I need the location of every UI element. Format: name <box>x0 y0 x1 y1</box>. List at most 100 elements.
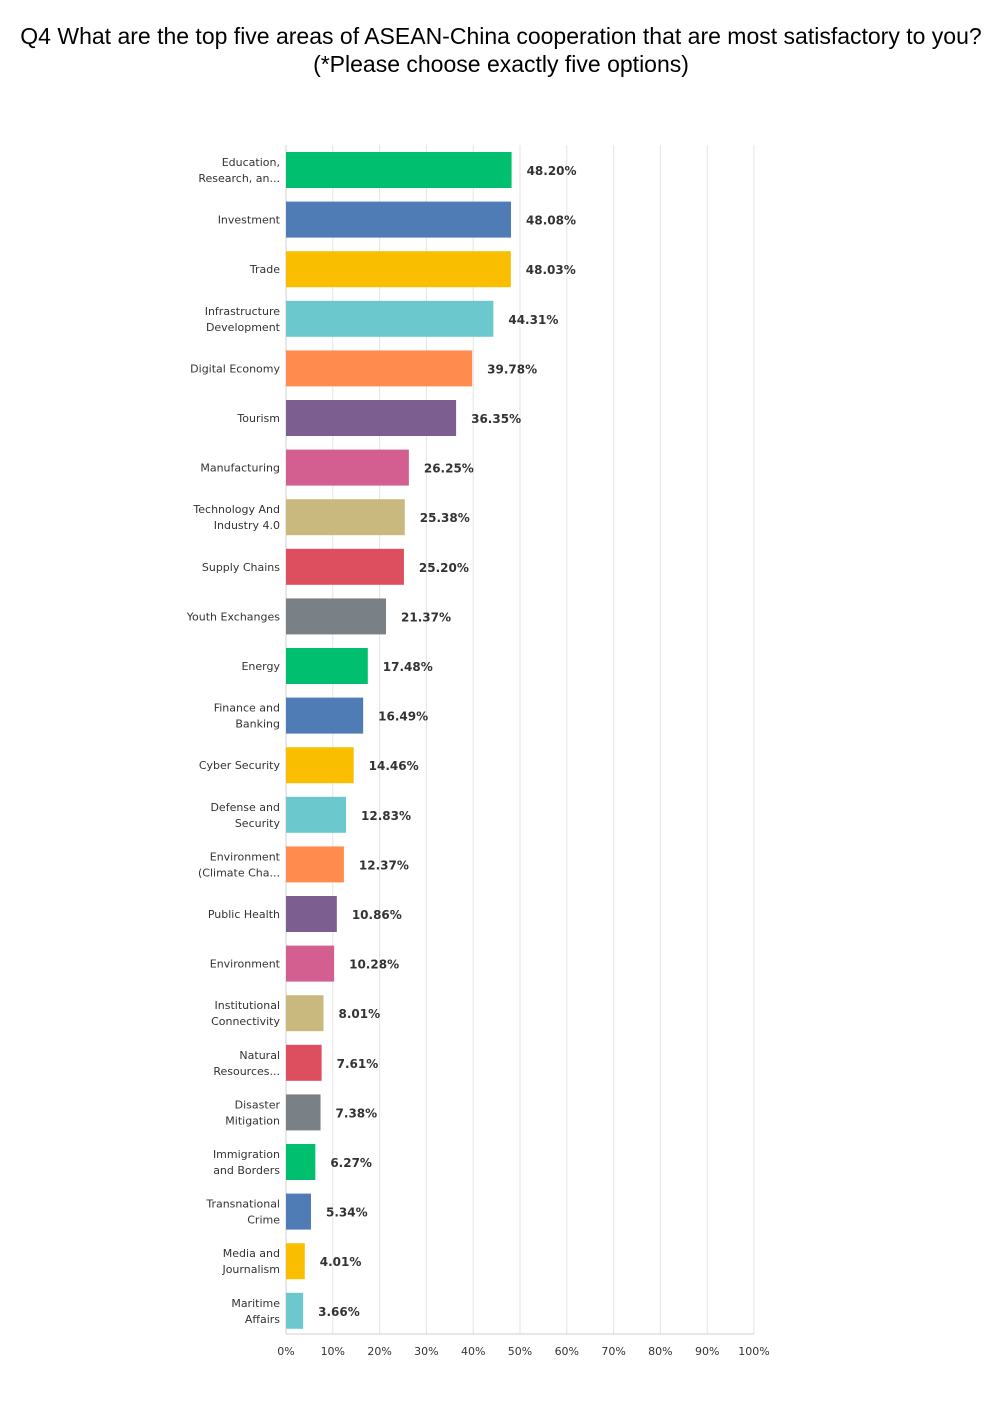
category-label-line: Mitigation <box>225 1114 280 1127</box>
bar <box>286 152 512 188</box>
data-label: 6.27% <box>330 1156 372 1170</box>
x-tick-label: 50% <box>508 1345 532 1358</box>
category-label: Tourism <box>236 412 280 425</box>
data-label: 16.49% <box>378 710 428 724</box>
category-label: Digital Economy <box>190 362 280 375</box>
category-label-line: Transnational <box>205 1198 280 1211</box>
category-label-line: Immigration <box>213 1148 280 1161</box>
data-label: 12.83% <box>361 809 411 823</box>
category-label: Technology And Industry 4.0 <box>192 503 280 532</box>
bar <box>286 400 457 436</box>
category-label-line: Defense and <box>210 801 280 814</box>
data-label: 21.37% <box>401 610 451 624</box>
category-label-line: Maritime <box>231 1297 280 1310</box>
category-label-line: Affairs <box>245 1313 280 1326</box>
category-label-line: Journalism <box>221 1263 280 1276</box>
category-label: Youth Exchanges <box>186 610 280 623</box>
category-label-line: Connectivity <box>211 1015 280 1028</box>
category-label-line: Manufacturing <box>200 462 280 475</box>
category-label: Investment <box>218 214 281 227</box>
data-label: 4.01% <box>320 1255 362 1269</box>
category-label: Supply Chains <box>202 561 280 574</box>
bar <box>286 1243 305 1280</box>
x-tick-label: 100% <box>738 1345 769 1358</box>
category-label-line: Tourism <box>236 412 280 425</box>
category-label-line: Crime <box>247 1214 280 1227</box>
bar <box>286 1044 322 1081</box>
category-label-line: Industry 4.0 <box>214 519 280 532</box>
category-label: Media and Journalism <box>221 1247 280 1276</box>
category-label-line: Resources... <box>213 1065 280 1078</box>
category-label-line: (Climate Cha... <box>198 866 280 879</box>
category-label-line: Research, an... <box>198 172 280 185</box>
x-tick-label: 30% <box>414 1345 438 1358</box>
bar <box>286 796 347 833</box>
data-label: 12.37% <box>359 858 409 872</box>
data-label: 48.03% <box>526 263 576 277</box>
bar <box>286 1193 311 1230</box>
bar <box>286 598 387 635</box>
category-label: Transnational Crime <box>205 1198 280 1227</box>
bar <box>286 747 354 784</box>
category-label-line: Public Health <box>208 908 280 921</box>
data-label: 17.48% <box>383 660 433 674</box>
x-tick-label: 40% <box>461 1345 485 1358</box>
x-tick-label: 10% <box>321 1345 345 1358</box>
category-label: Education, Research, an... <box>198 156 280 185</box>
category-label-line: Environment <box>210 958 281 971</box>
category-label-line: Banking <box>235 718 280 731</box>
data-label: 7.38% <box>336 1106 378 1120</box>
x-tick-label: 60% <box>555 1345 579 1358</box>
category-label-line: Environment <box>210 850 281 863</box>
bar <box>286 648 368 684</box>
chart-title: Q4 What are the top five areas of ASEAN-… <box>20 23 982 77</box>
category-label: Disaster Mitigation <box>225 1098 280 1127</box>
category-label-line: Disaster <box>235 1098 281 1111</box>
bar <box>286 1292 304 1329</box>
bar <box>286 1094 321 1131</box>
data-label: 25.38% <box>420 511 470 525</box>
category-label-line: and Borders <box>213 1164 280 1177</box>
category-label: Natural Resources... <box>213 1049 280 1078</box>
category-label-line: Technology And <box>192 503 280 516</box>
category-label-line: Media and <box>223 1247 280 1260</box>
bar <box>286 251 511 288</box>
data-label: 25.20% <box>419 561 469 575</box>
category-label-line: Infrastructure <box>205 305 281 318</box>
data-label: 36.35% <box>471 412 521 426</box>
bar <box>286 201 512 238</box>
data-label: 26.25% <box>424 462 474 476</box>
x-tick-label: 70% <box>601 1345 625 1358</box>
bar <box>286 846 344 883</box>
bar <box>286 300 494 337</box>
category-label: Environment (Climate Cha... <box>198 850 281 879</box>
category-label-line: Investment <box>218 214 281 227</box>
category-label: Infrastructure Development <box>205 305 281 334</box>
category-label-line: Energy <box>241 660 280 673</box>
bar <box>286 449 409 486</box>
category-label: Public Health <box>208 908 280 921</box>
category-label: Energy <box>241 660 280 673</box>
category-label: Environment <box>210 958 281 971</box>
category-label: Finance and Banking <box>214 702 280 731</box>
category-label-line: Supply Chains <box>202 561 280 574</box>
category-label: Maritime Affairs <box>231 1297 280 1326</box>
category-label: Trade <box>249 263 280 276</box>
data-label: 39.78% <box>487 362 537 376</box>
category-label-line: Education, <box>222 156 280 169</box>
category-label-line: Finance and <box>214 702 280 715</box>
bar <box>286 548 404 585</box>
data-label: 48.20% <box>527 164 577 178</box>
bar <box>286 896 337 932</box>
category-label-line: Digital Economy <box>190 362 280 375</box>
x-tick-label: 90% <box>695 1345 719 1358</box>
category-label-line: Development <box>206 321 281 334</box>
data-label: 14.46% <box>369 759 419 773</box>
x-tick-label: 0% <box>277 1345 294 1358</box>
data-label: 48.08% <box>526 214 576 228</box>
category-label-line: Natural <box>239 1049 280 1062</box>
category-label: Immigration and Borders <box>213 1148 280 1177</box>
category-label-line: Youth Exchanges <box>186 610 280 623</box>
category-label-line: Trade <box>249 263 280 276</box>
